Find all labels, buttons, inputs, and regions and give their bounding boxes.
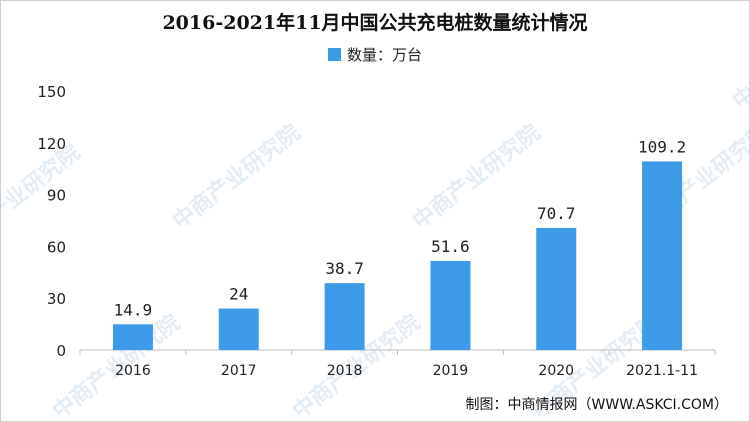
legend-label: 数量：万台 — [346, 46, 422, 64]
bar — [324, 283, 365, 350]
data-label: 51.6 — [431, 237, 470, 256]
source-credit: 制图：中商情报网（WWW.ASKCI.COM） — [465, 397, 728, 413]
data-label: 14.9 — [114, 300, 153, 319]
x-tick-label: 2016 — [115, 363, 151, 379]
data-label: 24 — [229, 285, 248, 304]
watermark-text: 中商产业研究院 — [408, 119, 545, 234]
data-label: 109.2 — [638, 137, 686, 156]
x-tick-label: 2018 — [327, 363, 363, 379]
watermark-text: 中商产业研究院 — [168, 119, 305, 234]
chart-title: 2016-2021年11月中国公共充电桩数量统计情况 — [162, 12, 588, 34]
bar — [112, 324, 153, 350]
x-tick-label: 2019 — [433, 363, 469, 379]
y-tick-label: 60 — [47, 238, 66, 256]
chart-legend: 数量：万台 — [0, 44, 750, 65]
y-tick-label: 120 — [37, 135, 66, 153]
y-tick-label: 150 — [37, 83, 66, 101]
y-tick-label: 0 — [56, 342, 66, 360]
watermark-text: 中商产业研究院 — [0, 139, 85, 254]
watermark-text: 中商产业研究院 — [728, 0, 750, 115]
legend-swatch — [327, 48, 341, 61]
y-tick-label: 30 — [47, 290, 66, 308]
data-label: 70.7 — [537, 204, 576, 223]
data-label: 38.7 — [325, 259, 364, 278]
x-tick-label: 2020 — [538, 363, 574, 379]
bar — [430, 260, 471, 350]
bar — [536, 227, 577, 350]
y-tick-label: 90 — [47, 187, 66, 205]
x-tick-label: 2021.1-11 — [626, 363, 698, 379]
bar — [218, 308, 259, 350]
x-tick-label: 2017 — [221, 363, 257, 379]
bar — [642, 161, 683, 350]
